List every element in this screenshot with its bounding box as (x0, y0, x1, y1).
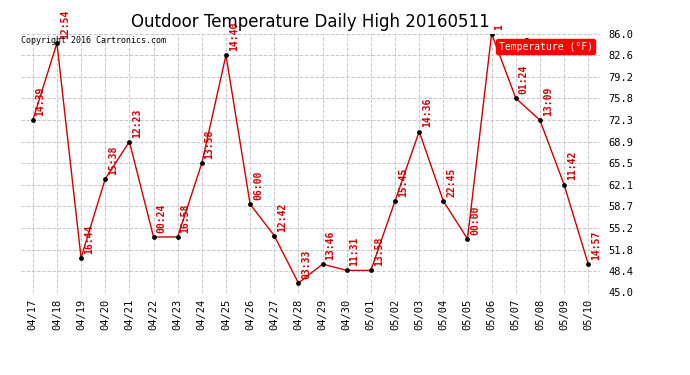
Point (124, 139, 135, 145)
Point (99, 176, 110, 182)
Text: 06:00: 06:00 (253, 171, 263, 200)
Text: 01:24: 01:24 (519, 64, 529, 94)
Text: 13:09: 13:09 (543, 87, 553, 116)
Text: 00:00: 00:00 (471, 206, 480, 235)
Point (462, 236, 473, 242)
Point (51, 40, 62, 46)
Point (534, 117, 545, 123)
Legend: Temperature (°F): Temperature (°F) (495, 39, 595, 54)
Text: 15:45: 15:45 (398, 168, 408, 197)
Text: 00:24: 00:24 (157, 203, 166, 233)
Text: 11:31: 11:31 (350, 237, 359, 266)
Text: 22:45: 22:45 (446, 168, 456, 197)
Text: 1: 1 (495, 24, 504, 30)
Text: 15:38: 15:38 (108, 146, 118, 175)
Point (172, 234, 183, 240)
Text: 11:42: 11:42 (567, 151, 577, 180)
Point (148, 234, 159, 240)
Point (437, 198, 448, 204)
Point (75, 255, 86, 261)
Point (558, 182, 569, 188)
Text: 1: 1 (524, 38, 531, 48)
Point (582, 261, 593, 267)
Point (317, 261, 328, 267)
Point (413, 129, 424, 135)
Text: Copyright 2016 Cartronics.com: Copyright 2016 Cartronics.com (21, 36, 166, 45)
Point (389, 198, 400, 204)
Point (341, 267, 352, 273)
Text: 14:39: 14:39 (36, 87, 46, 116)
Point (220, 52, 231, 58)
Point (510, 95, 521, 101)
Text: 13:58: 13:58 (205, 130, 215, 159)
Title: Outdoor Temperature Daily High 20160511: Outdoor Temperature Daily High 20160511 (131, 13, 490, 31)
Text: 16:44: 16:44 (84, 224, 94, 254)
Point (244, 201, 255, 207)
Text: 12:42: 12:42 (277, 202, 287, 231)
Point (28, 117, 39, 123)
Text: 13:46: 13:46 (326, 231, 335, 260)
Text: 12:23: 12:23 (132, 108, 142, 138)
Point (486, 31, 497, 37)
Text: 03:33: 03:33 (302, 249, 311, 279)
Text: 14:36: 14:36 (422, 98, 432, 128)
Point (365, 267, 376, 273)
Point (268, 233, 279, 239)
Text: 16:58: 16:58 (181, 203, 190, 233)
Point (293, 280, 304, 286)
Text: 13:58: 13:58 (374, 237, 384, 266)
Text: 12:54: 12:54 (60, 10, 70, 39)
Point (196, 160, 207, 166)
Text: 14:40: 14:40 (229, 22, 239, 51)
Text: 14:57: 14:57 (591, 231, 601, 260)
